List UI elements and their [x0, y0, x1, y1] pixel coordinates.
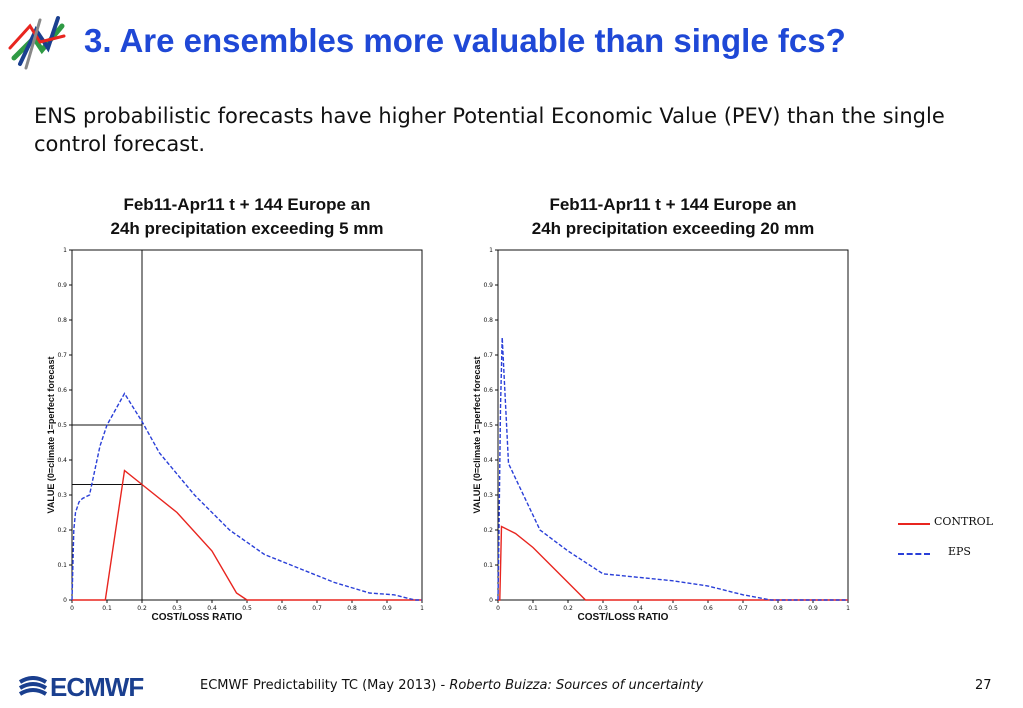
y-tick-label: 0.3 [57, 492, 67, 499]
legend: CONTROL EPS [898, 514, 1018, 574]
y-tick-label: 1 [63, 247, 67, 254]
x-tick-label: 0.7 [312, 605, 322, 612]
slide-title: 3. Are ensembles more valuable than sing… [84, 22, 846, 59]
y-tick-label: 0.2 [57, 527, 67, 534]
series-line-eps [497, 337, 848, 601]
y-tick-label: 0.9 [57, 282, 67, 289]
y-tick-label: 0.5 [57, 422, 67, 429]
legend-label-eps: EPS [948, 545, 971, 558]
footer-talk: Roberto Buizza: Sources of uncertainty [449, 678, 704, 693]
legend-swatch-control [898, 523, 930, 525]
y-tick-label: 0 [63, 597, 67, 604]
x-tick-label: 0.4 [207, 605, 217, 612]
legend-swatch-eps [898, 553, 930, 555]
chart-subtitle: 24h precipitation exceeding 20 mm [532, 219, 814, 238]
x-tick-label: 0.5 [668, 605, 678, 612]
y-tick-label: 0.8 [483, 317, 493, 324]
chart-svg: Feb11-Apr11 t + 144 Europe an 24h precipi… [46, 195, 424, 623]
x-tick-label: 0.5 [242, 605, 252, 612]
y-tick-label: 0.7 [483, 352, 493, 359]
ecmwf-swirl-icon [18, 676, 48, 696]
series-line-eps [71, 392, 422, 601]
x-tick-label: 0.3 [598, 605, 608, 612]
chart-title: Feb11-Apr11 t + 144 Europe an [549, 195, 796, 214]
x-tick-label: 0.9 [808, 605, 818, 612]
plot-frame [497, 249, 849, 601]
series-line-control [498, 525, 848, 601]
y-tick-label: 0.4 [57, 457, 67, 464]
footer-event: ECMWF Predictability TC (May 2013) - [200, 678, 446, 693]
chart-title: Feb11-Apr11 t + 144 Europe an [123, 195, 370, 214]
x-tick-label: 0.8 [773, 605, 783, 612]
y-axis-label: VALUE (0=climate 1=perfect forecast [46, 357, 56, 514]
footer-text: ECMWF Predictability TC (May 2013) - Rob… [200, 678, 703, 693]
ecmwf-logo-text: ECMWF [50, 672, 144, 702]
intro-text: ENS probabilistic forecasts have higher … [34, 104, 945, 156]
x-tick-label: 0.3 [172, 605, 182, 612]
x-tick-label: 0.6 [277, 605, 287, 612]
x-tick-label: 0.2 [137, 605, 147, 612]
chart-subtitle: 24h precipitation exceeding 5 mm [110, 219, 383, 238]
y-tick-label: 0.4 [483, 457, 493, 464]
x-tick-label: 0 [70, 605, 74, 612]
x-tick-label: 0.2 [563, 605, 573, 612]
legend-label-control: CONTROL [934, 515, 994, 528]
series-line-control [72, 469, 422, 601]
x-tick-label: 0.1 [528, 605, 538, 612]
x-tick-label: 1 [846, 605, 850, 612]
y-tick-label: 0.6 [483, 387, 493, 394]
y-tick-label: 0.1 [57, 562, 67, 569]
y-tick-label: 0.9 [483, 282, 493, 289]
chart-5mm: Feb11-Apr11 t + 144 Europe an 24h precipi… [40, 186, 460, 626]
x-tick-label: 0 [496, 605, 500, 612]
y-tick-label: 0 [489, 597, 493, 604]
chart-20mm: Feb11-Apr11 t + 144 Europe an 24h precipi… [466, 186, 886, 626]
x-tick-label: 0.9 [382, 605, 392, 612]
y-tick-label: 0.1 [483, 562, 493, 569]
y-tick-label: 0.3 [483, 492, 493, 499]
y-tick-label: 1 [489, 247, 493, 254]
page-number: 27 [975, 678, 992, 693]
x-tick-label: 0.8 [347, 605, 357, 612]
y-tick-label: 0.7 [57, 352, 67, 359]
y-tick-label: 0.5 [483, 422, 493, 429]
chart-svg: Feb11-Apr11 t + 144 Europe an 24h precipi… [472, 195, 850, 623]
ecmwf-logo: ECMWF [18, 672, 148, 702]
x-tick-label: 0.1 [102, 605, 112, 612]
x-tick-label: 1 [420, 605, 424, 612]
x-axis-label: COST/LOSS RATIO [152, 612, 243, 623]
x-tick-label: 0.6 [703, 605, 713, 612]
y-axis-label: VALUE (0=climate 1=perfect forecast [472, 357, 482, 514]
y-tick-label: 0.8 [57, 317, 67, 324]
x-tick-label: 0.4 [633, 605, 643, 612]
y-tick-label: 0.2 [483, 527, 493, 534]
x-tick-label: 0.7 [738, 605, 748, 612]
ecmwf-arrows-logo-icon [8, 16, 66, 70]
x-axis-label: COST/LOSS RATIO [578, 612, 669, 623]
y-tick-label: 0.6 [57, 387, 67, 394]
